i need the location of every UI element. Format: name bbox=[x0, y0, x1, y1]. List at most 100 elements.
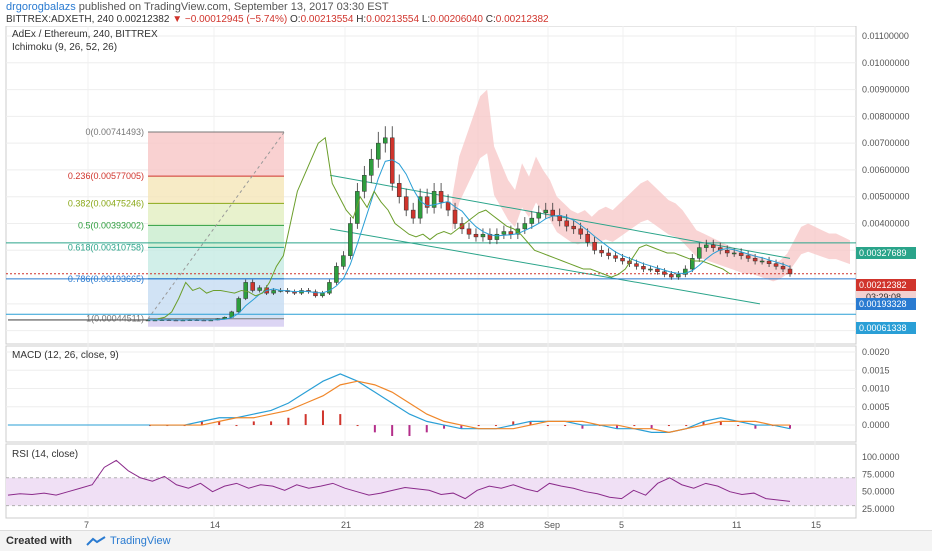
macd-tick-label: 0.0000 bbox=[862, 420, 890, 430]
macd-histogram-bar bbox=[287, 417, 290, 426]
candle-body bbox=[480, 233, 486, 238]
tradingview-brand[interactable]: TradingView bbox=[110, 535, 171, 547]
candle-body bbox=[787, 268, 793, 275]
chikou-line bbox=[157, 136, 731, 320]
tradingview-logo-icon bbox=[86, 536, 106, 546]
candle-body bbox=[550, 209, 555, 216]
macd-histogram-bar bbox=[737, 425, 740, 427]
macd-histogram-bar bbox=[321, 410, 324, 426]
rsi-tick-label: 50.0000 bbox=[862, 487, 895, 497]
signal-line bbox=[150, 380, 790, 433]
candle-body bbox=[369, 158, 374, 176]
macd-histogram-bar bbox=[356, 425, 359, 427]
candle-body bbox=[313, 291, 318, 297]
candle-body bbox=[257, 287, 262, 291]
candle-body bbox=[327, 282, 332, 294]
candle-body bbox=[466, 228, 472, 235]
time-tick-label: 28 bbox=[474, 520, 484, 530]
badge-mid-bg bbox=[856, 298, 916, 310]
macd-histogram-bar bbox=[616, 425, 619, 429]
candle-body bbox=[543, 209, 549, 214]
time-tick-label: 14 bbox=[210, 520, 220, 530]
candle-body bbox=[648, 268, 653, 271]
candle-body bbox=[773, 263, 779, 267]
candle-body bbox=[571, 225, 576, 230]
fib-level-label: 0(0.00741493) bbox=[85, 127, 144, 137]
macd-histogram-bar bbox=[529, 421, 532, 426]
author-link[interactable]: drgorogbalazs bbox=[6, 1, 76, 13]
macd-legend: MACD (12, 26, close, 9) bbox=[12, 350, 119, 361]
badge-mid: 0.00193328 bbox=[859, 299, 907, 309]
candle-body bbox=[690, 258, 695, 270]
candle-body bbox=[445, 201, 451, 211]
macd-histogram-bar bbox=[494, 425, 497, 427]
last-price: 0.00212382 bbox=[116, 14, 170, 25]
macd-histogram-bar bbox=[391, 425, 394, 436]
chart-canvas[interactable]: 0(0.00741493) 0.236(0.00577005) 0.382(0.00… bbox=[0, 26, 932, 530]
macd-histogram-bar bbox=[685, 425, 688, 427]
candle-body bbox=[634, 263, 639, 267]
candle-body bbox=[662, 271, 667, 275]
macd-histogram-bar bbox=[425, 425, 428, 433]
candle-body bbox=[494, 233, 500, 240]
candle-body bbox=[403, 196, 409, 211]
macd-histogram-bar bbox=[564, 425, 567, 427]
candle-body bbox=[417, 196, 423, 219]
candle-body bbox=[724, 250, 730, 254]
badge-upper: 0.00327689 bbox=[859, 248, 907, 258]
ohlc-line: BITTREX:ADXETH, 240 0.00212382 ▼ −0.0001… bbox=[6, 14, 549, 25]
price-tick-label: 0.00600000 bbox=[862, 165, 910, 175]
rsi-tick-label: 100.0000 bbox=[862, 452, 900, 462]
candle-body bbox=[438, 191, 444, 203]
macd-panel[interactable] bbox=[5, 345, 857, 443]
macd-histogram-bar bbox=[270, 421, 273, 426]
time-tick-label: 21 bbox=[341, 520, 351, 530]
candle-body bbox=[578, 228, 583, 235]
candle-body bbox=[362, 175, 367, 192]
candle-body bbox=[501, 231, 507, 235]
candle-body bbox=[271, 290, 276, 294]
published-text: published on TradingView.com, September … bbox=[78, 1, 389, 13]
price-tick-label: 0.01100000 bbox=[862, 31, 909, 41]
candle-body bbox=[683, 268, 688, 275]
macd-tick-label: 0.0020 bbox=[862, 347, 890, 357]
macd-histogram-bar bbox=[754, 425, 757, 429]
candle-body bbox=[334, 266, 339, 283]
candle-body bbox=[731, 252, 737, 255]
badge-upper-bg bbox=[856, 247, 916, 259]
candle-body bbox=[759, 260, 765, 263]
candle-body bbox=[710, 244, 716, 248]
candle-body bbox=[564, 220, 569, 227]
candle-body bbox=[676, 274, 681, 278]
price-tick-label: 0.01000000 bbox=[862, 58, 910, 68]
fib-level-label: 0.236(0.00577005) bbox=[68, 171, 144, 181]
rsi-line bbox=[7, 459, 791, 502]
badge-lower: 0.00061338 bbox=[859, 323, 907, 333]
ichimoku-cloud bbox=[452, 89, 850, 282]
symbol-label: BITTREX:ADXETH, 240 bbox=[6, 14, 114, 25]
candle-body bbox=[738, 252, 744, 256]
candle-body bbox=[697, 247, 702, 259]
candle-body bbox=[766, 260, 772, 264]
macd-histogram-bar bbox=[719, 421, 722, 426]
fib-trend-line bbox=[147, 132, 285, 320]
rsi-legend: RSI (14, close) bbox=[12, 449, 78, 460]
rsi-tick-label: 25.0000 bbox=[862, 504, 895, 514]
macd-histogram-bar bbox=[789, 425, 791, 429]
price-tick-label: 0.00400000 bbox=[862, 219, 910, 229]
macd-tick-label: 0.0005 bbox=[862, 402, 890, 412]
candle-body bbox=[745, 255, 751, 259]
candle-body bbox=[536, 212, 542, 219]
macd-histogram-bar bbox=[512, 421, 515, 426]
price-panel[interactable] bbox=[5, 26, 857, 345]
macd-histogram-bar bbox=[218, 421, 221, 426]
candle-body bbox=[473, 233, 479, 238]
badge-last: 0.00212382 bbox=[859, 280, 907, 290]
price-tick-label: 0.00900000 bbox=[862, 85, 910, 95]
badge-timer-bg bbox=[856, 291, 916, 302]
macd-histogram-bar bbox=[650, 425, 653, 429]
badge-timer: 03:29:08 bbox=[866, 292, 901, 302]
candle-body bbox=[348, 223, 353, 256]
candle-body bbox=[655, 268, 660, 272]
high-value: 0.00213554 bbox=[366, 14, 420, 25]
